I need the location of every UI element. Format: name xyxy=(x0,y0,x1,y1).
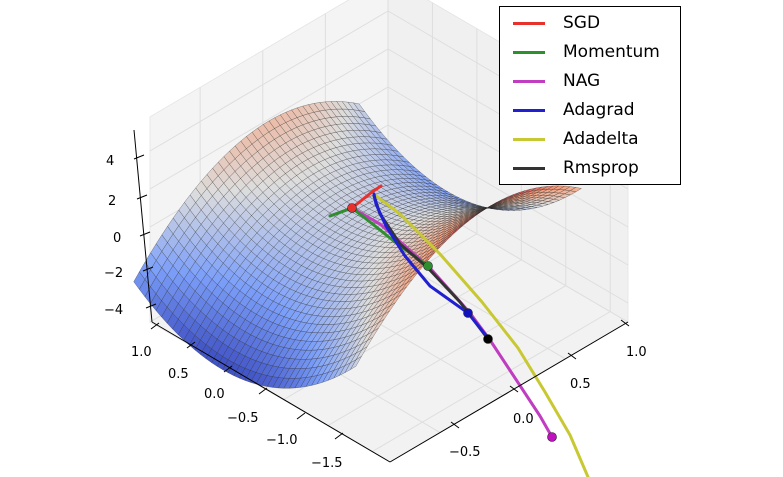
left-tick-label: −0.5 xyxy=(227,411,259,426)
legend-line-sgd xyxy=(513,21,545,25)
z-tick-mark xyxy=(133,154,145,160)
left-tick-mark xyxy=(334,432,344,440)
legend-entry-rmsprop: Rmsprop xyxy=(500,154,680,182)
legend-label-adadelta: Adadelta xyxy=(563,129,639,149)
right-tick-mark xyxy=(509,385,519,393)
legend-line-momentum xyxy=(513,50,545,54)
tick-labels: 420−2−41.00.50.0−0.5−1.0−1.51.00.50.0−0.… xyxy=(104,154,647,471)
legend-line-rmsprop xyxy=(513,166,545,170)
legend-entry-momentum: Momentum xyxy=(500,38,680,66)
legend-label-nag: NAG xyxy=(563,71,601,91)
z-tick-label: −4 xyxy=(104,303,123,318)
right-tick-label: 0.0 xyxy=(513,412,534,427)
z-tick-mark xyxy=(139,231,151,237)
z-axis-line xyxy=(133,129,153,323)
marker-momentum xyxy=(423,261,433,271)
floor-gridline xyxy=(327,285,567,427)
floor-gridline xyxy=(371,311,611,453)
right-tick-label: −0.5 xyxy=(449,445,481,460)
right-tick-mark xyxy=(450,421,460,429)
legend-entry-adagrad: Adagrad xyxy=(500,96,680,124)
legend-line-nag xyxy=(513,79,545,83)
wall-gridline xyxy=(149,48,389,190)
right-tick-label: 0.5 xyxy=(570,377,591,392)
marker-nag xyxy=(547,432,557,442)
right-axis-line xyxy=(389,321,629,463)
optimizer-trajectories xyxy=(328,184,590,477)
legend-entry-adadelta: Adadelta xyxy=(500,125,680,153)
right-tick-mark xyxy=(620,319,630,327)
right-tick-mark xyxy=(567,352,577,360)
trajectory-adadelta xyxy=(374,194,590,477)
wall-gridline xyxy=(387,124,629,266)
legend-entry-nag: NAG xyxy=(500,67,680,95)
right-tick-label: 1.0 xyxy=(626,345,647,360)
z-tick-label: 0 xyxy=(113,231,121,246)
axis-lines xyxy=(133,129,629,463)
trajectory-sgd xyxy=(350,184,383,210)
z-tick-label: −2 xyxy=(104,266,123,281)
left-tick-label: −1.0 xyxy=(266,433,298,448)
left-tick-mark xyxy=(296,412,306,420)
left-tick-mark xyxy=(223,365,233,373)
left-tick-mark xyxy=(150,322,160,330)
marker-adagrad xyxy=(463,308,473,318)
legend-entry-sgd: SGD xyxy=(500,9,680,37)
z-tick-label: 2 xyxy=(108,194,116,209)
legend-label-rmsprop: Rmsprop xyxy=(563,158,639,178)
left-tick-mark xyxy=(186,341,196,349)
legend-line-adadelta xyxy=(513,137,545,141)
z-tick-mark xyxy=(142,266,154,272)
z-tick-mark xyxy=(145,303,157,309)
surface-patch xyxy=(352,102,366,112)
z-tick-mark xyxy=(136,194,148,200)
left-tick-mark xyxy=(258,387,268,395)
legend: SGD Momentum NAG Adagrad Adadelta Rmspro… xyxy=(499,6,681,185)
left-tick-label: 0.0 xyxy=(204,387,225,402)
marker-sgd xyxy=(347,203,357,213)
z-tick-label: 4 xyxy=(106,154,114,169)
marker-rmsprop xyxy=(483,334,493,344)
legend-label-adagrad: Adagrad xyxy=(563,100,635,120)
legend-label-momentum: Momentum xyxy=(563,42,660,62)
left-tick-label: 0.5 xyxy=(168,367,189,382)
wall-gridline xyxy=(149,10,389,152)
left-axis-line xyxy=(151,321,391,463)
left-tick-label: −1.5 xyxy=(311,456,343,471)
left-tick-label: 1.0 xyxy=(131,345,152,360)
legend-label-sgd: SGD xyxy=(563,13,601,33)
legend-line-adagrad xyxy=(513,108,545,112)
